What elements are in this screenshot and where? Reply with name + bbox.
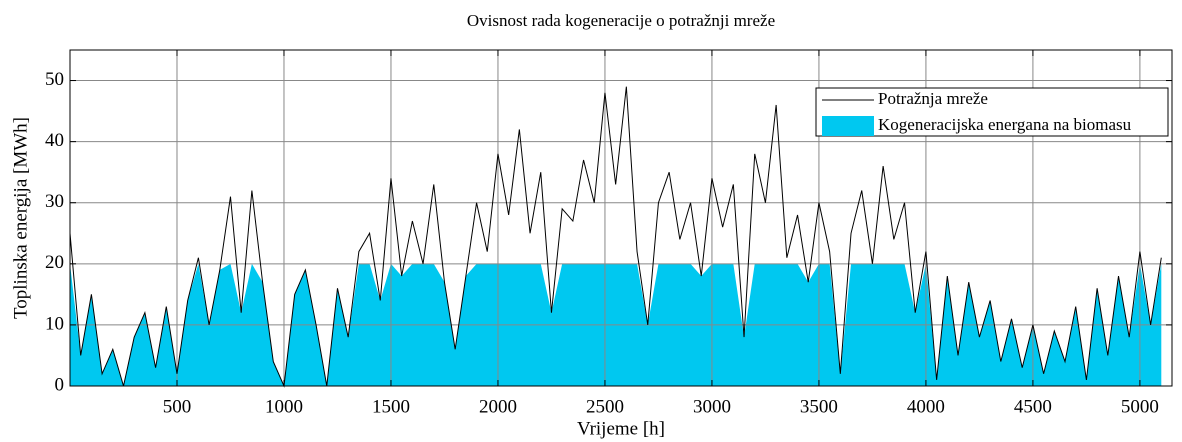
y-tick-label: 10 [45,313,64,334]
x-tick-label: 4000 [907,396,945,417]
plot-frame [69,49,1173,387]
x-tick-label: 5000 [1121,396,1159,417]
legend-swatch [822,116,874,136]
x-tick-label: 500 [163,396,192,417]
y-axis-label: Toplinska energija [MWh] [10,117,31,319]
legend-label: Potražnja mreže [878,89,988,108]
legend-label: Kogeneracijska energana na biomasu [878,115,1132,134]
y-tick-label: 20 [45,252,64,273]
x-tick-label: 2000 [479,396,517,417]
y-tick-label: 0 [55,374,65,395]
x-tick-label: 4500 [1014,396,1052,417]
x-tick-label: 2500 [586,396,624,417]
y-tick-label: 40 [45,130,64,151]
x-tick-label: 3500 [800,396,838,417]
legend-box [815,87,1169,137]
x-tick-label: 1500 [372,396,410,417]
y-tick-label: 30 [45,191,64,212]
x-tick-label: 1000 [265,396,303,417]
chart-title: Ovisnost rada kogeneracije o potražnji m… [467,11,775,30]
y-tick-label: 50 [45,69,64,90]
line [69,86,1162,388]
x-tick-label: 3000 [693,396,731,417]
x-axis-label: Vrijeme [h] [577,418,665,439]
